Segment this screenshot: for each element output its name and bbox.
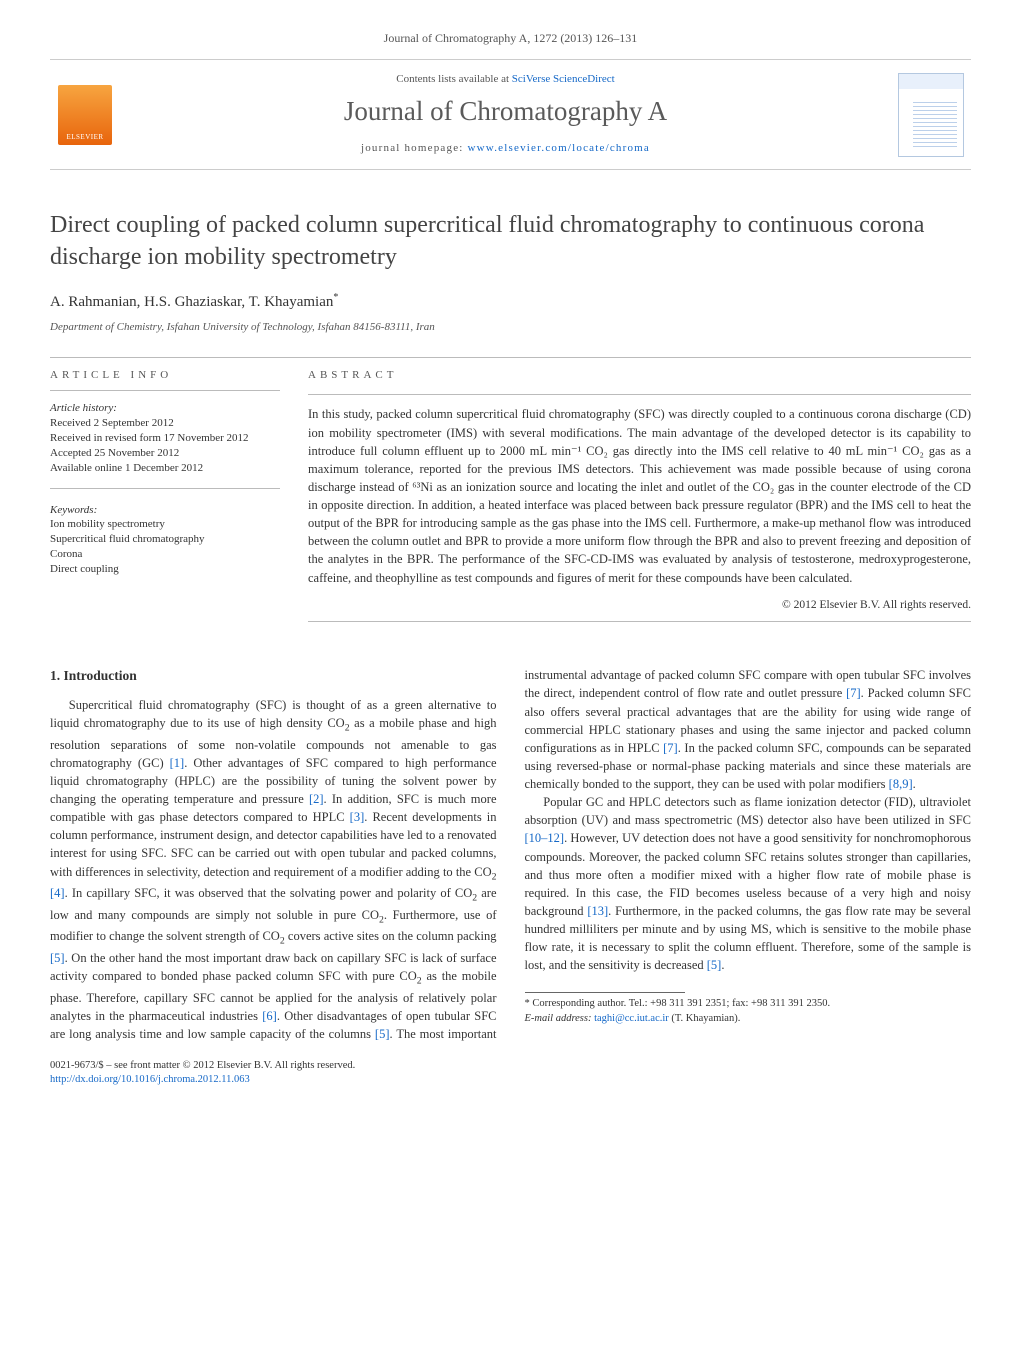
citation-link[interactable]: [7] (663, 741, 678, 755)
abstract-copyright: © 2012 Elsevier B.V. All rights reserved… (308, 597, 971, 614)
text: covers active sites on the column packin… (285, 929, 497, 943)
article-title: Direct coupling of packed column supercr… (50, 210, 971, 272)
history-block: Article history: Received 2 September 20… (50, 401, 280, 475)
citation-link[interactable]: [7] (846, 686, 861, 700)
info-abstract-row: article info Article history: Received 2… (50, 368, 971, 632)
divider (308, 394, 971, 395)
masthead-center: Contents lists available at SciVerse Sci… (120, 68, 891, 161)
text: . (913, 777, 916, 791)
body-columns: 1. Introduction Supercritical fluid chro… (50, 666, 971, 1043)
section-heading: 1. Introduction (50, 666, 497, 686)
article-info-heading: article info (50, 368, 280, 384)
text: . (721, 958, 724, 972)
citation-link[interactable]: [6] (262, 1009, 277, 1023)
citation-link[interactable]: [5] (50, 951, 65, 965)
contents-prefix: Contents lists available at (396, 73, 511, 85)
contents-line: Contents lists available at SciVerse Sci… (128, 72, 883, 88)
journal-cover-thumbnail (898, 73, 964, 157)
citation-link[interactable]: [5] (375, 1027, 390, 1041)
homepage-prefix: journal homepage: (361, 142, 468, 154)
history-accepted: Accepted 25 November 2012 (50, 446, 280, 461)
homepage-line: journal homepage: www.elsevier.com/locat… (128, 141, 883, 157)
text: Popular GC and HPLC detectors such as fl… (525, 795, 972, 827)
keyword: Corona (50, 547, 280, 562)
journal-cover-box (891, 68, 971, 161)
author-list: A. Rahmanian, H.S. Ghaziaskar, T. Khayam… (50, 294, 333, 310)
paragraph: Popular GC and HPLC detectors such as fl… (525, 793, 972, 974)
journal-title: Journal of Chromatography A (128, 92, 883, 131)
divider (50, 488, 280, 489)
email-footnote: E-mail address: taghi@cc.iut.ac.ir (T. K… (525, 1012, 972, 1026)
subscript: 2 (492, 871, 497, 882)
email-link[interactable]: taghi@cc.iut.ac.ir (594, 1013, 669, 1024)
sciencedirect-link[interactable]: SciVerse ScienceDirect (512, 73, 615, 85)
authors: A. Rahmanian, H.S. Ghaziaskar, T. Khayam… (50, 291, 971, 314)
corresponding-footnote: * Corresponding author. Tel.: +98 311 39… (525, 997, 972, 1011)
text: . In capillary SFC, it was observed that… (65, 886, 473, 900)
doi-link[interactable]: http://dx.doi.org/10.1016/j.chroma.2012.… (50, 1074, 250, 1085)
footnote-block: * Corresponding author. Tel.: +98 311 39… (525, 992, 972, 1025)
keyword: Supercritical fluid chromatography (50, 532, 280, 547)
citation-link[interactable]: [1] (170, 756, 185, 770)
keyword: Direct coupling (50, 562, 280, 577)
citation-link[interactable]: [8,9] (889, 777, 913, 791)
footer-meta: 0021-9673/$ – see front matter © 2012 El… (50, 1059, 971, 1087)
article-info-column: article info Article history: Received 2… (50, 368, 280, 632)
abstract-column: abstract In this study, packed column su… (308, 368, 971, 632)
citation-link[interactable]: [2] (309, 792, 324, 806)
history-online: Available online 1 December 2012 (50, 461, 280, 476)
citation-link[interactable]: [3] (350, 810, 365, 824)
homepage-link[interactable]: www.elsevier.com/locate/chroma (468, 142, 651, 154)
citation-link[interactable]: [4] (50, 886, 65, 900)
masthead: ELSEVIER Contents lists available at Sci… (50, 59, 971, 170)
abstract-heading: abstract (308, 368, 971, 384)
history-received: Received 2 September 2012 (50, 416, 280, 431)
email-label: E-mail address: (525, 1013, 595, 1024)
keyword: Ion mobility spectrometry (50, 517, 280, 532)
journal-reference: Journal of Chromatography A, 1272 (2013)… (50, 30, 971, 47)
citation-link[interactable]: [5] (707, 958, 722, 972)
footnote-rule (525, 992, 685, 993)
citation-link[interactable]: [10–12] (525, 831, 565, 845)
history-revised: Received in revised form 17 November 201… (50, 431, 280, 446)
divider (50, 390, 280, 391)
elsevier-logo: ELSEVIER (58, 85, 112, 145)
keywords-block: Keywords: Ion mobility spectrometry Supe… (50, 503, 280, 577)
affiliation: Department of Chemistry, Isfahan Univers… (50, 320, 971, 336)
citation-link[interactable]: [13] (587, 904, 608, 918)
publisher-logo-box: ELSEVIER (50, 68, 120, 161)
history-label: Article history: (50, 401, 280, 416)
divider (50, 357, 971, 358)
email-owner: (T. Khayamian). (669, 1013, 741, 1024)
corresponding-mark: * (333, 292, 338, 303)
divider (308, 621, 971, 622)
front-matter-line: 0021-9673/$ – see front matter © 2012 El… (50, 1059, 971, 1073)
abstract-text: In this study, packed column supercritic… (308, 405, 971, 586)
keywords-label: Keywords: (50, 503, 280, 518)
